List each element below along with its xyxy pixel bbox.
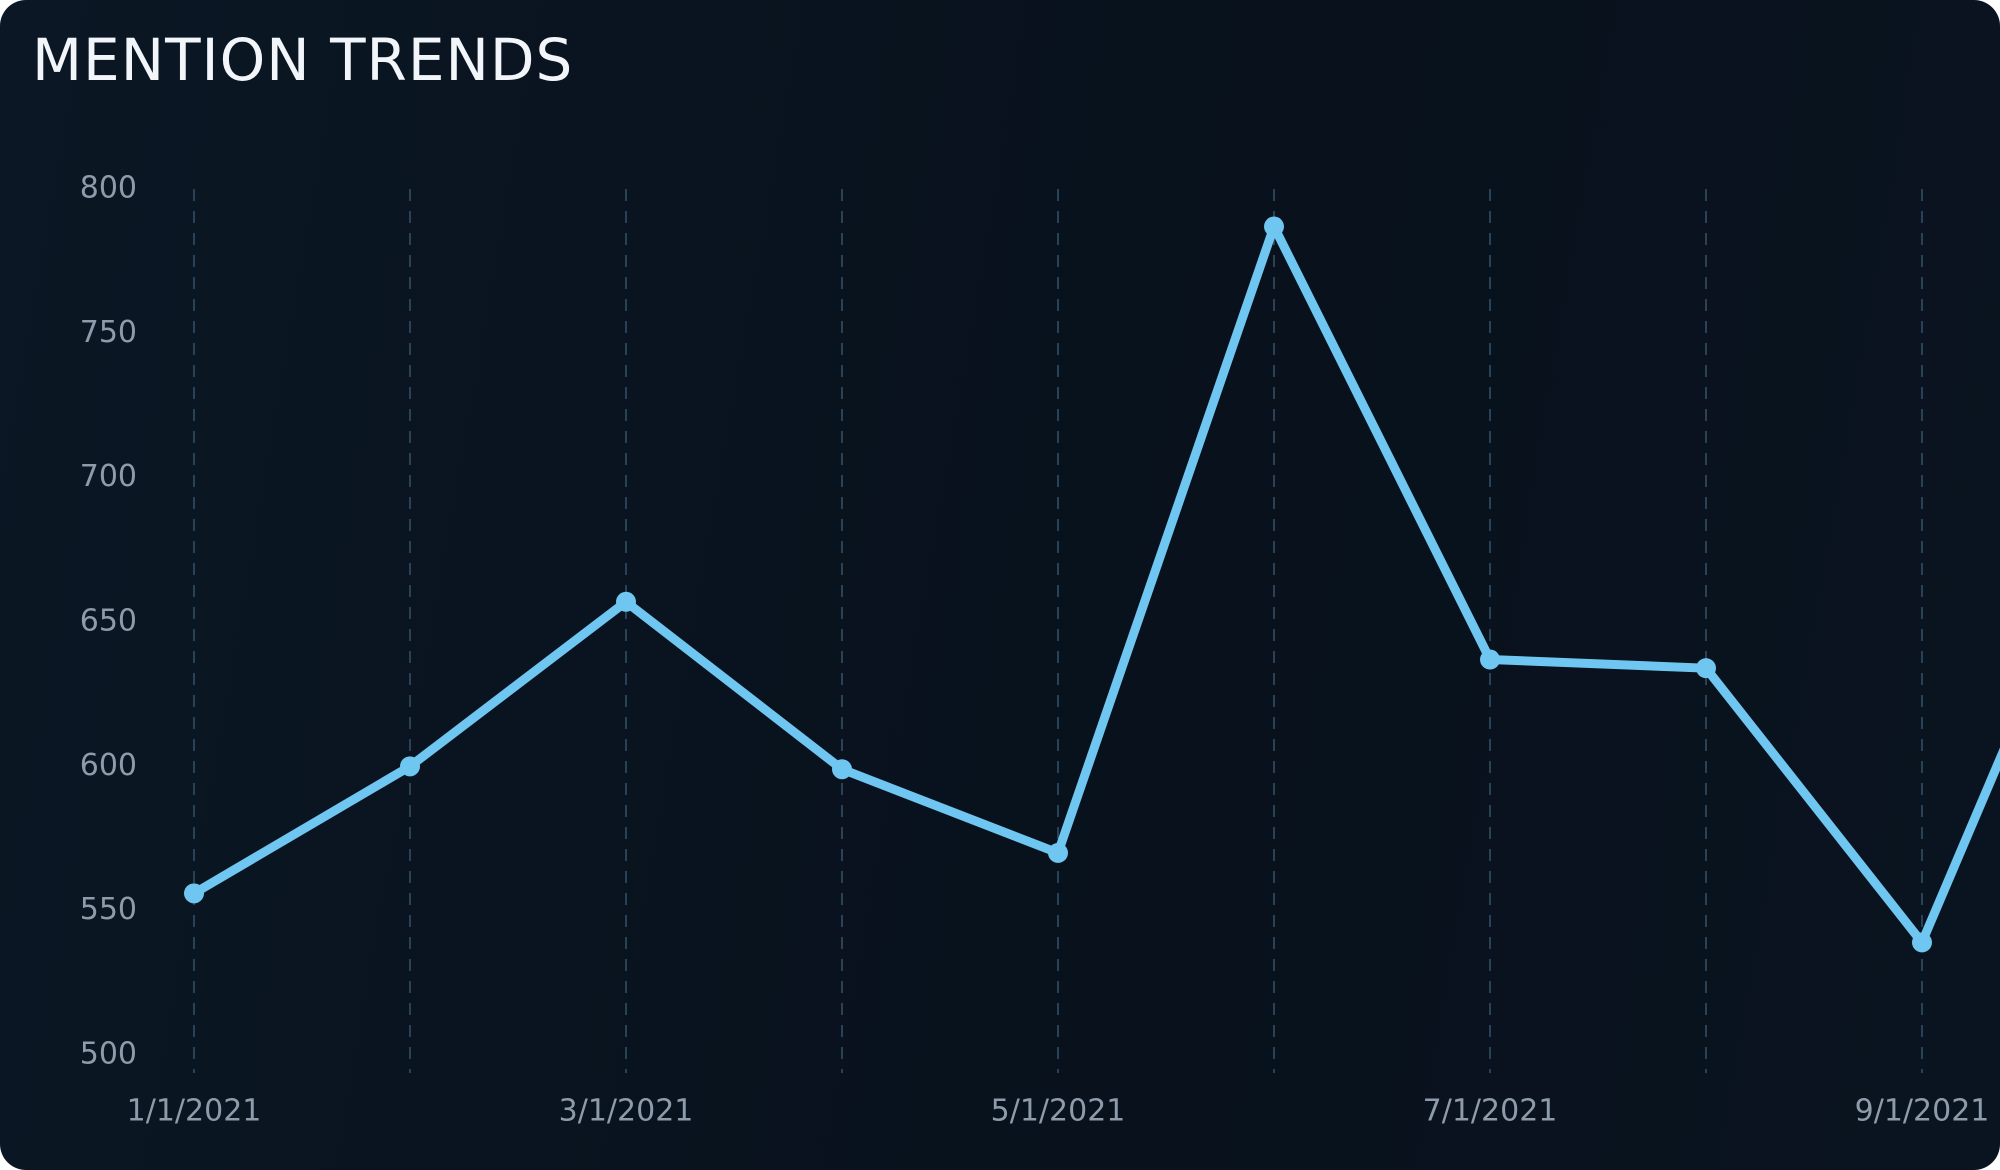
chart-title: MENTION TRENDS bbox=[32, 26, 573, 94]
x-tick-label: 3/1/2021 bbox=[559, 1094, 694, 1129]
y-tick-label: 550 bbox=[80, 892, 137, 927]
point bbox=[400, 756, 420, 777]
point bbox=[616, 591, 636, 612]
point bbox=[832, 759, 852, 780]
y-tick-label: 700 bbox=[80, 459, 137, 494]
point bbox=[1264, 216, 1284, 237]
y-tick-label: 800 bbox=[80, 171, 137, 206]
point bbox=[1480, 649, 1500, 670]
x-tick-label: 7/1/2021 bbox=[1423, 1094, 1558, 1129]
point bbox=[1912, 932, 1932, 953]
point bbox=[184, 883, 204, 904]
x-tick-label: 1/1/2021 bbox=[127, 1094, 262, 1129]
y-tick-label: 650 bbox=[80, 604, 137, 639]
line bbox=[189, 222, 2000, 947]
point bbox=[1048, 842, 1068, 863]
x-tick-label: 9/1/2021 bbox=[1855, 1094, 1990, 1129]
y-tick-label: 750 bbox=[80, 315, 137, 350]
y-tick-label: 600 bbox=[80, 748, 137, 783]
x-tick-label: 5/1/2021 bbox=[991, 1094, 1126, 1129]
y-tick-label: 500 bbox=[80, 1037, 137, 1072]
point bbox=[1696, 658, 1716, 679]
